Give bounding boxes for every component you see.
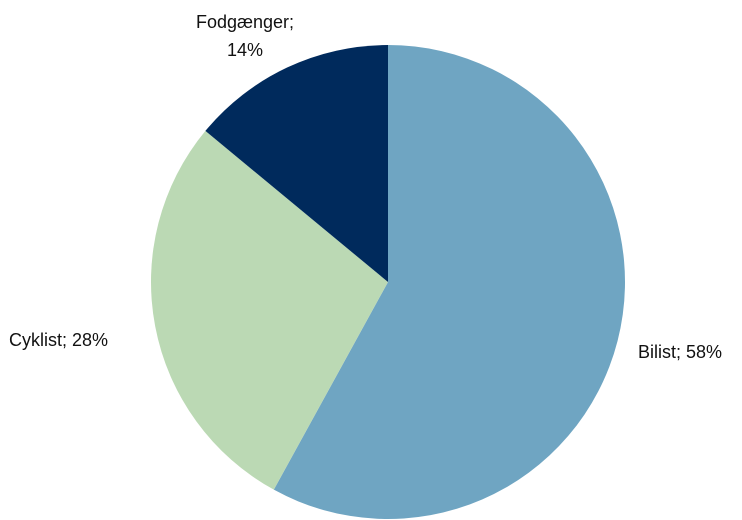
data-label: Cyklist; 28% [9,330,109,350]
pie-slice [150,130,388,490]
data-label: Fodgænger; 14% [195,12,295,60]
pie-slice [205,45,388,282]
data-label: Bilist; 58% [638,342,723,362]
pie-slice [273,45,625,519]
